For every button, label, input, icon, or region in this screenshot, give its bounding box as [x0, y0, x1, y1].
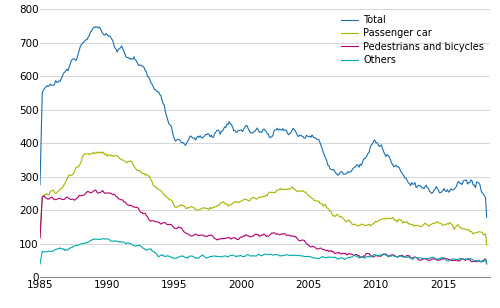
Total	[484, 215, 490, 219]
Total	[360, 157, 366, 161]
Total	[93, 25, 99, 28]
Passenger car	[360, 223, 366, 227]
Total	[319, 147, 325, 150]
Total	[362, 156, 368, 160]
Line: Passenger car: Passenger car	[40, 152, 486, 245]
Pedestrians and bicycles	[360, 254, 366, 258]
Passenger car	[90, 150, 96, 154]
Others	[184, 255, 190, 259]
Others	[101, 237, 107, 241]
Passenger car	[37, 235, 43, 238]
Pedestrians and bicycles	[319, 247, 325, 251]
Passenger car	[319, 202, 325, 206]
Total	[37, 183, 43, 187]
Legend: Total, Passenger car, Pedestrians and bicycles, Others: Total, Passenger car, Pedestrians and bi…	[337, 11, 488, 69]
Others	[215, 254, 221, 258]
Pedestrians and bicycles	[184, 232, 190, 236]
Pedestrians and bicycles	[90, 189, 96, 193]
Passenger car	[94, 150, 100, 154]
Pedestrians and bicycles	[37, 236, 43, 240]
Passenger car	[362, 224, 368, 227]
Total	[215, 128, 221, 132]
Others	[360, 255, 366, 259]
Total	[90, 26, 96, 29]
Total	[184, 141, 190, 144]
Others	[37, 262, 43, 266]
Pedestrians and bicycles	[362, 252, 368, 256]
Others	[90, 237, 96, 241]
Line: Others: Others	[40, 239, 486, 264]
Pedestrians and bicycles	[484, 262, 490, 266]
Passenger car	[484, 243, 490, 247]
Line: Total: Total	[40, 26, 486, 217]
Line: Pedestrians and bicycles: Pedestrians and bicycles	[40, 190, 486, 264]
Pedestrians and bicycles	[92, 188, 98, 192]
Passenger car	[215, 203, 221, 207]
Passenger car	[184, 207, 190, 210]
Others	[319, 255, 325, 258]
Others	[362, 255, 368, 259]
Others	[484, 261, 490, 265]
Pedestrians and bicycles	[215, 237, 221, 241]
